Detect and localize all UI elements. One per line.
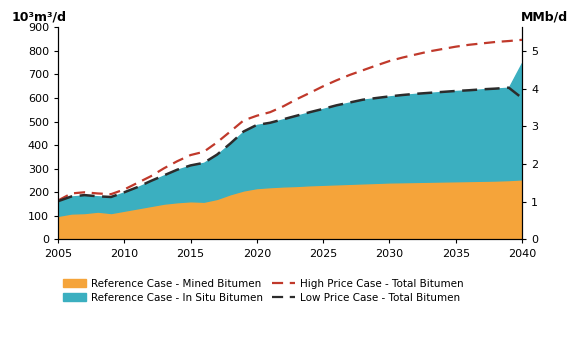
Text: 10³m³/d: 10³m³/d <box>12 10 67 23</box>
Text: MMb/d: MMb/d <box>521 10 568 23</box>
Legend: Reference Case - Mined Bitumen, Reference Case - In Situ Bitumen, High Price Cas: Reference Case - Mined Bitumen, Referenc… <box>63 278 463 303</box>
